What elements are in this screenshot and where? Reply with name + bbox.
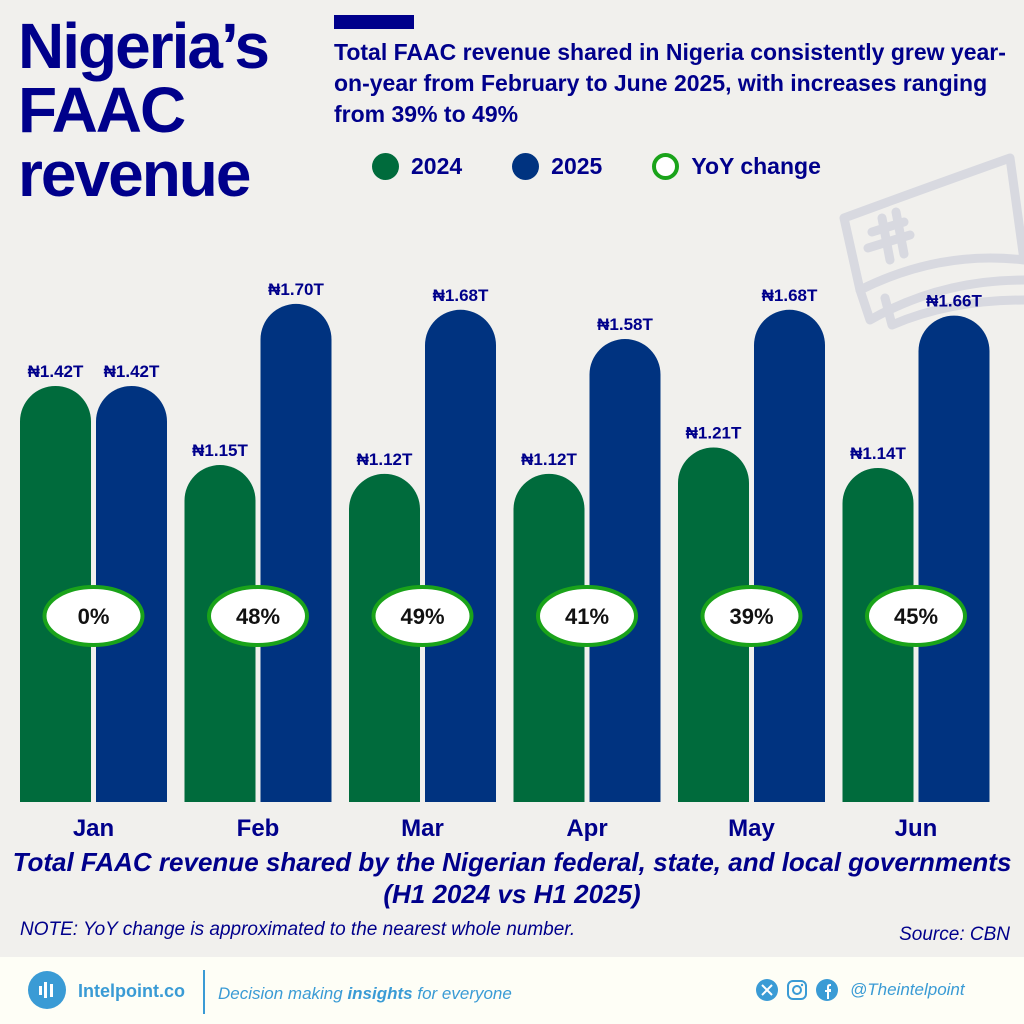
data-label: ₦1.68T: [433, 286, 489, 305]
yoy-badge: [865, 585, 967, 647]
legend-item-2025: 2025: [512, 153, 602, 180]
yoy-badge: [207, 585, 309, 647]
tagline-text: for everyone: [412, 984, 512, 1003]
chart-caption: Total FAAC revenue shared by the Nigeria…: [12, 847, 1012, 909]
legend-label: 2024: [411, 153, 463, 179]
accent-bar: [334, 15, 414, 29]
data-label: ₦1.58T: [597, 315, 653, 334]
subtitle: Total FAAC revenue shared in Nigeria con…: [334, 39, 1006, 127]
note: NOTE: YoY change is approximated to the …: [20, 919, 576, 940]
bar-2025: [918, 315, 990, 802]
bar-2024: [349, 473, 420, 802]
bar-2025: [260, 303, 332, 802]
bar-2024: [20, 385, 91, 802]
page-title: Nigeria’s FAAC revenue: [18, 10, 270, 210]
data-label: ₦1.70T: [268, 280, 324, 299]
data-label: ₦1.12T: [357, 450, 413, 469]
legend: 2024 2025 YoY change: [372, 153, 821, 180]
legend-item-2024: 2024: [372, 153, 462, 180]
yoy-label: 39%: [729, 604, 773, 629]
tagline-bold: insights: [347, 984, 413, 1003]
x-tick-label: Mar: [401, 815, 444, 842]
bar-2024: [513, 473, 585, 802]
bar-2025: [96, 385, 167, 802]
x-tick-label: May: [728, 815, 775, 842]
yoy-badge: [536, 585, 638, 647]
bar-2025: [589, 339, 661, 802]
divider: [203, 970, 205, 1014]
data-label: ₦1.12T: [521, 450, 577, 469]
brand-link[interactable]: Intelpoint.co: [78, 981, 185, 1001]
yoy-badge: [700, 585, 803, 647]
x-tick-label: Jun: [895, 815, 938, 842]
data-label: ₦1.14T: [850, 444, 906, 463]
x-tick-label: Feb: [237, 815, 280, 842]
legend-label: 2025: [551, 153, 603, 179]
yoy-label: 49%: [400, 604, 444, 629]
data-label: ₦1.68T: [762, 286, 818, 305]
banknote-icon: [839, 153, 1024, 330]
legend-ring-icon: [652, 153, 680, 180]
data-label: ₦1.66T: [926, 292, 982, 311]
yoy-label: 45%: [894, 604, 938, 629]
x-icon[interactable]: [756, 979, 778, 1001]
intelpoint-logo-icon[interactable]: [28, 971, 66, 1009]
data-label: ₦1.42T: [104, 362, 160, 381]
yoy-badge: [42, 585, 145, 647]
social-handle[interactable]: @Theintelpoint: [850, 980, 965, 999]
x-tick-label: Apr: [566, 815, 607, 842]
legend-label: YoY change: [691, 153, 821, 179]
bar-2025: [425, 309, 496, 802]
yoy-label: 48%: [236, 604, 280, 629]
x-tick-label: Jan: [73, 815, 114, 842]
yoy-label: 0%: [78, 604, 110, 629]
yoy-badge: [371, 585, 474, 647]
yoy-label: 41%: [565, 604, 609, 629]
tagline: Decision making insights for everyone: [218, 984, 512, 1004]
data-label: ₦1.21T: [686, 423, 742, 442]
facebook-icon[interactable]: [816, 979, 838, 1001]
tagline-text: Decision making: [218, 984, 348, 1003]
bar-2025: [754, 309, 825, 802]
title-line: Nigeria’s: [18, 10, 270, 82]
data-label: ₦1.15T: [192, 441, 248, 460]
legend-dot-icon: [512, 153, 540, 180]
title-line: FAAC: [18, 74, 186, 146]
legend-dot-icon: [372, 153, 399, 180]
title-line: revenue: [18, 138, 251, 210]
instagram-icon[interactable]: [786, 979, 808, 1001]
legend-item-yoy: YoY change: [652, 153, 821, 180]
source: Source: CBN: [899, 924, 1010, 945]
footer: Intelpoint.co Decision making insights f…: [0, 957, 1024, 1024]
data-label: ₦1.42T: [28, 362, 84, 381]
bar-chart: ₦1.42T ₦1.42T 0% Jan ₦1.15T ₦1.70T 48% Feb ₦1.12…: [20, 280, 990, 842]
social-links: @Theintelpoint: [756, 979, 965, 1001]
